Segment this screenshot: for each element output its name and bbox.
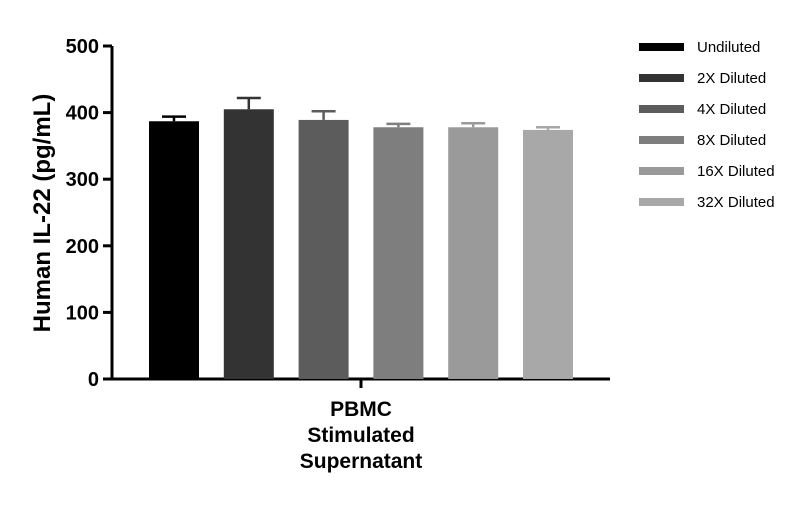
legend-swatch (639, 105, 684, 113)
legend-swatch (639, 74, 684, 82)
legend-label: 2X Diluted (697, 70, 766, 87)
legend-label: 8X Diluted (697, 132, 766, 149)
legend-swatch (639, 43, 684, 51)
bar (149, 121, 199, 380)
y-axis-title: Human IL-22 (pg/mL) (29, 94, 56, 333)
category-label-line: Supernatant (300, 450, 423, 473)
bar (298, 119, 349, 380)
category-label-line: PBMC (330, 398, 392, 421)
bar (523, 129, 573, 379)
legend: Undiluted 2X Diluted 4X Diluted 8X Diluted 1… (639, 39, 775, 211)
y-tick-label: 200 (66, 236, 99, 258)
legend-label: 16X Diluted (697, 163, 775, 180)
x-axis (112, 377, 610, 388)
category-label-line: Stimulated (307, 424, 414, 447)
y-axis: 0 100 200 300 400 500 (66, 36, 114, 391)
legend-label: 32X Diluted (697, 194, 775, 211)
bar (448, 127, 499, 379)
y-tick-label: 500 (66, 36, 99, 58)
bar (373, 127, 424, 379)
bar (223, 109, 274, 380)
legend-label: Undiluted (697, 39, 760, 56)
legend-swatch (639, 136, 684, 144)
legend-label: 4X Diluted (697, 101, 766, 118)
y-tick-label: 100 (66, 302, 99, 324)
y-tick-label: 300 (66, 169, 99, 191)
category-label: PBMC Stimulated Supernatant (300, 398, 423, 473)
error-bars (162, 96, 560, 130)
bars (149, 109, 573, 380)
y-tick-label: 400 (66, 103, 99, 125)
legend-swatch (639, 198, 684, 206)
y-tick-label: 0 (88, 369, 99, 391)
legend-swatch (639, 167, 684, 175)
